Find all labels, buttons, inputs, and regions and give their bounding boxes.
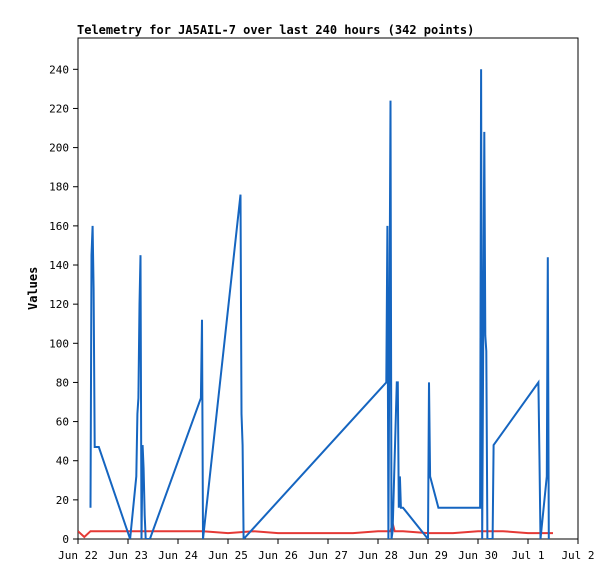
plot-frame xyxy=(77,37,579,540)
chart-title: Telemetry for JA5AIL-7 over last 240 hou… xyxy=(77,23,475,37)
y-tick-label: 180 xyxy=(49,181,69,194)
x-tick-label: Jun 29 xyxy=(408,549,448,562)
y-tick-label: 20 xyxy=(56,494,69,507)
x-tick-label: Jun 24 xyxy=(158,549,198,562)
x-tick-label: Jun 26 xyxy=(258,549,298,562)
x-tick-label: Jun 23 xyxy=(108,549,148,562)
x-tick-label: Jun 22 xyxy=(58,549,98,562)
y-tick-label: 100 xyxy=(49,337,69,350)
y-tick-label: 160 xyxy=(49,220,69,233)
y-tick-label: 140 xyxy=(49,259,69,272)
y-tick-label: 200 xyxy=(49,142,69,155)
y-tick-label: 0 xyxy=(62,533,69,546)
y-tick-label: 240 xyxy=(49,63,69,76)
y-tick-label: 120 xyxy=(49,298,69,311)
x-tick-label: Jun 30 xyxy=(458,549,498,562)
series-line-blue xyxy=(89,69,550,539)
y-tick-label: 40 xyxy=(56,455,69,468)
y-tick-label: 80 xyxy=(56,376,69,389)
y-tick-label: 60 xyxy=(56,416,69,429)
y-tick-label: 220 xyxy=(49,102,69,115)
x-tick-label: Jun 28 xyxy=(358,549,398,562)
x-tick-label: Jul 1 xyxy=(511,549,544,562)
x-tick-label: Jul 2 xyxy=(561,549,594,562)
x-tick-label: Jun 27 xyxy=(308,549,348,562)
x-tick-label: Jun 25 xyxy=(208,549,248,562)
